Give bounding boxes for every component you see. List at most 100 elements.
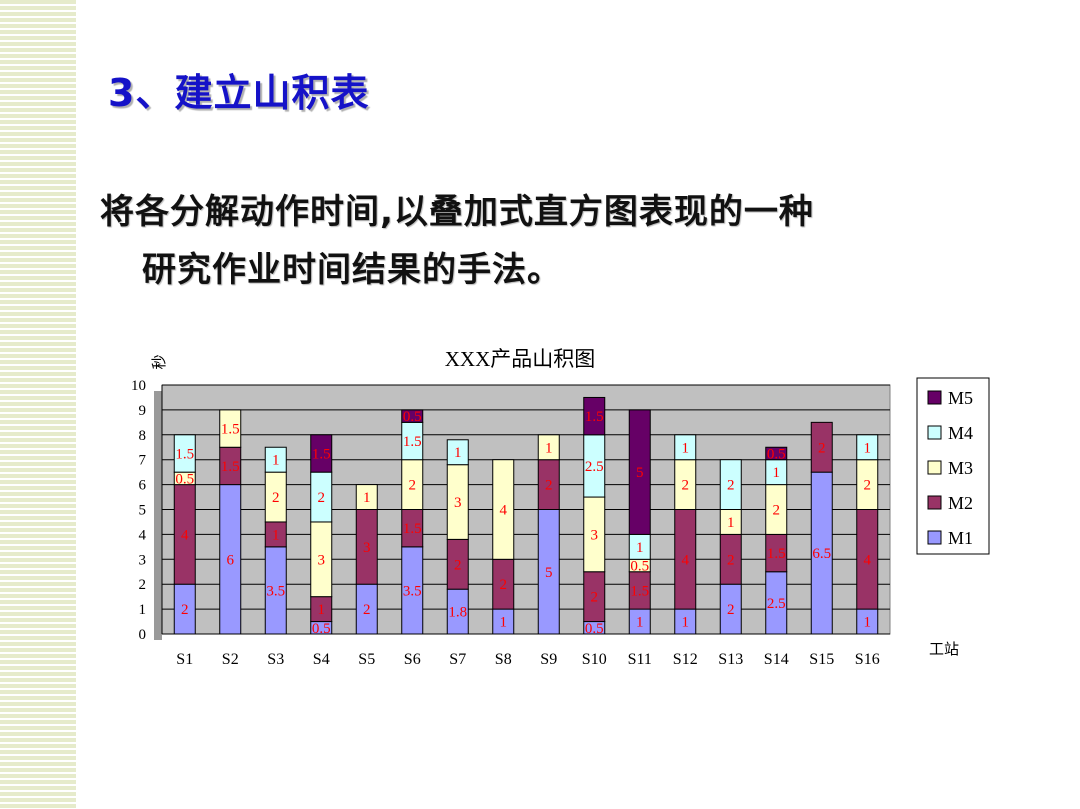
y-tick-label: 9 <box>139 403 147 419</box>
legend-swatch <box>927 495 942 510</box>
x-tick-label: S5 <box>358 651 375 668</box>
data-label: 1.5 <box>221 459 240 475</box>
bar-segment <box>219 409 242 448</box>
body-text-line-1: 将各分解动作时间,以叠加式直方图表现的一种 <box>100 192 814 232</box>
x-tick-label: S2 <box>222 651 239 668</box>
data-label: 2 <box>363 602 371 618</box>
y-axis-label: 秒 <box>150 354 168 369</box>
x-tick-label: S12 <box>673 651 698 668</box>
plot-side-wall <box>154 391 162 640</box>
x-tick-label: S4 <box>313 651 330 668</box>
bar-segment <box>355 484 378 511</box>
data-label: 2 <box>591 590 599 606</box>
x-tick-label: S14 <box>764 651 789 668</box>
y-tick-label: 4 <box>139 527 147 543</box>
data-label: 2.5 <box>767 596 786 612</box>
data-label: 2 <box>818 440 826 456</box>
data-label: 1 <box>545 440 553 456</box>
x-tick-label: S13 <box>718 651 743 668</box>
data-label: 1 <box>727 515 735 531</box>
y-tick-label: 8 <box>139 428 147 444</box>
data-label: 3 <box>591 527 599 543</box>
y-tick-label: 3 <box>139 552 147 568</box>
data-label: 1 <box>864 615 872 631</box>
data-label: 3 <box>363 540 371 556</box>
x-tick-label: S11 <box>628 651 652 668</box>
bar-segment <box>810 421 833 473</box>
legend-label: M2 <box>948 493 973 513</box>
data-label: 1.5 <box>630 583 649 599</box>
x-tick-label: S9 <box>540 651 557 668</box>
bar-segment <box>583 396 606 436</box>
slide-title: 3、建立山积表 <box>108 71 370 115</box>
bar-segment <box>492 459 515 560</box>
data-label: 3.5 <box>403 583 422 599</box>
y-tick-label: 10 <box>131 378 146 394</box>
data-label: 0.5 <box>175 471 194 487</box>
bar-segment <box>674 434 697 461</box>
data-label: 4 <box>500 503 508 519</box>
legend-swatch <box>927 460 942 475</box>
data-label: 3 <box>318 552 326 568</box>
x-axis-label: 工站 <box>929 640 959 658</box>
x-tick-label: S3 <box>267 651 284 668</box>
body-text-line-2: 研究作业时间结果的手法。 <box>142 250 562 290</box>
data-label: 2 <box>727 552 735 568</box>
bar-segment <box>628 409 651 535</box>
x-tick-label: S16 <box>855 651 880 668</box>
data-label: 1 <box>454 445 462 461</box>
data-label: 2 <box>181 602 189 618</box>
bar-segment <box>537 434 560 461</box>
x-tick-label: S15 <box>809 651 834 668</box>
data-label: 1 <box>363 490 371 506</box>
legend-swatch <box>927 425 942 440</box>
y-tick-label: 6 <box>139 478 147 494</box>
data-label: 1 <box>272 453 280 469</box>
bar-segment <box>765 446 788 461</box>
data-label: 1 <box>864 440 872 456</box>
legend-label: M5 <box>948 388 973 408</box>
data-label: 6 <box>227 552 235 568</box>
data-label: 1 <box>682 440 690 456</box>
bar-segment <box>719 459 742 510</box>
x-tick-label: S7 <box>449 651 466 668</box>
data-label: 2 <box>864 478 872 494</box>
data-label: 1.5 <box>585 409 604 425</box>
chart-title: XXX产品山积图 <box>445 347 596 371</box>
data-label: 2 <box>272 490 280 506</box>
x-tick-label: S10 <box>582 651 607 668</box>
legend-label: M1 <box>948 528 973 548</box>
data-label: 1 <box>500 615 508 631</box>
data-label: 2 <box>500 577 508 593</box>
data-label: 4 <box>864 552 872 568</box>
data-label: 1 <box>636 615 644 631</box>
stacked-bar-chart: XXX产品山积图 秒 工站 0 1 2 3 4 5 6 7 8 9 10 2 4 0.5 1.5 S16 1.5… <box>131 347 990 668</box>
data-label: 2 <box>773 503 781 519</box>
data-label: 2 <box>727 602 735 618</box>
data-label: 1 <box>272 527 280 543</box>
legend-label: M4 <box>948 423 973 443</box>
data-label: 0.5 <box>403 409 422 425</box>
data-label: 2 <box>545 478 553 494</box>
data-label: 4 <box>181 527 189 543</box>
data-label: 1.5 <box>403 521 422 537</box>
data-label: 6.5 <box>812 546 831 562</box>
legend-swatch <box>927 530 942 545</box>
y-tick-label: 2 <box>139 577 147 593</box>
y-tick-label: 1 <box>139 602 147 618</box>
data-label: 5 <box>545 565 553 581</box>
data-label: 1.8 <box>448 605 467 621</box>
data-label: 1.5 <box>767 546 786 562</box>
data-label: 5 <box>636 465 644 481</box>
bar-segment <box>173 434 196 473</box>
y-tick-label: 7 <box>139 453 147 469</box>
data-label: 1.5 <box>403 434 422 450</box>
data-label: 1 <box>773 465 781 481</box>
bar-segment <box>446 439 469 466</box>
data-label: 1 <box>682 615 690 631</box>
data-label: 1 <box>318 602 326 618</box>
data-label: 2 <box>409 478 417 494</box>
bar-segment <box>264 446 287 473</box>
y-tick-label: 0 <box>139 627 147 643</box>
data-label: 3 <box>454 495 462 511</box>
